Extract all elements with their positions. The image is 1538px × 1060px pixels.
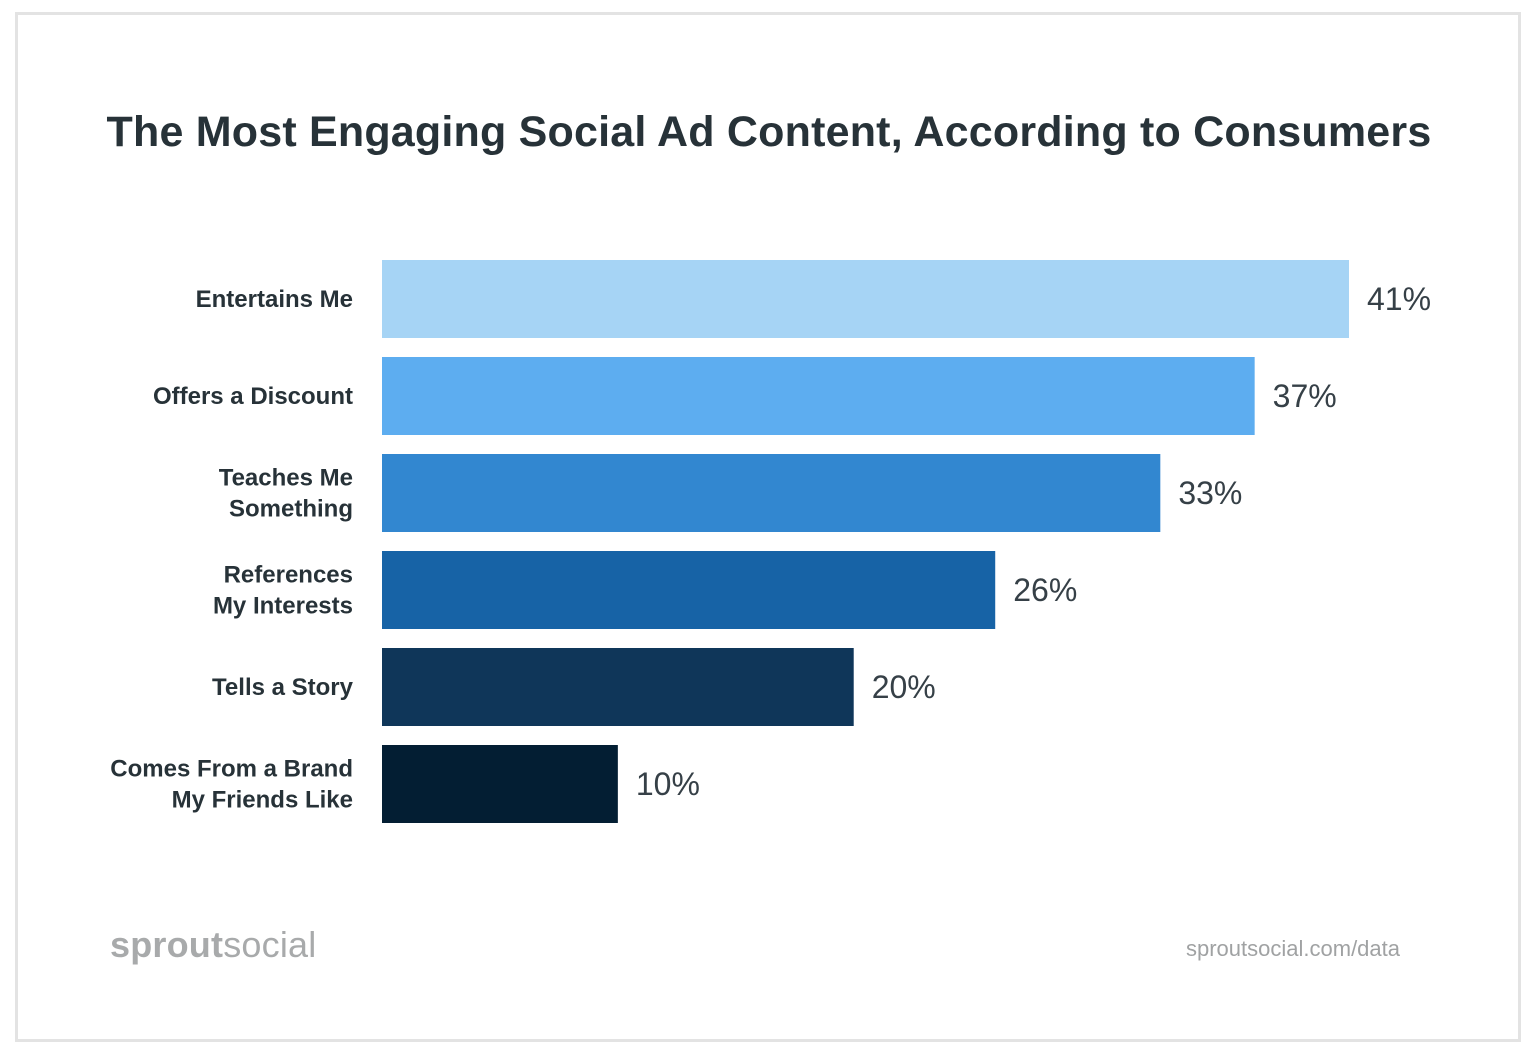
bar-3 <box>382 551 996 629</box>
category-label-2: Teaches Me Something <box>219 465 353 523</box>
value-label-1: 37% <box>1273 378 1337 414</box>
logo-text-sprout: sprout <box>110 924 224 965</box>
category-label-line: Entertains Me <box>196 286 353 313</box>
category-label-line: References <box>224 562 353 589</box>
category-label-5: Comes From a Brand My Friends Like <box>110 756 353 814</box>
source-url: sproutsocial.com/data <box>1186 936 1400 961</box>
bar-1 <box>382 357 1255 435</box>
category-label-line: Offers a Discount <box>153 383 353 410</box>
chart-title: The Most Engaging Social Ad Content, Acc… <box>106 108 1432 156</box>
category-label-line: Something <box>229 496 353 523</box>
category-label-3: References My Interests <box>213 562 353 620</box>
bar-2 <box>382 454 1161 532</box>
value-label-3: 26% <box>1013 572 1077 608</box>
bar-5 <box>382 745 618 823</box>
category-label-4: Tells a Story <box>212 674 354 701</box>
value-label-0: 41% <box>1367 281 1431 317</box>
value-label-5: 10% <box>636 766 700 802</box>
sproutsocial-logo: sproutsocial <box>110 924 316 966</box>
category-label-line: Teaches Me <box>219 465 353 492</box>
bar-4 <box>382 648 854 726</box>
category-label-line: Comes From a Brand <box>110 756 353 783</box>
logo-text-social: social <box>223 924 317 965</box>
category-label-1: Offers a Discount <box>153 383 353 410</box>
category-label-line: My Interests <box>213 593 353 620</box>
category-label-line: My Friends Like <box>172 787 353 814</box>
bar-0 <box>382 260 1349 338</box>
value-label-2: 33% <box>1178 475 1242 511</box>
category-label-0: Entertains Me <box>196 286 353 313</box>
category-label-line: Tells a Story <box>212 674 354 701</box>
value-label-4: 20% <box>872 669 936 705</box>
